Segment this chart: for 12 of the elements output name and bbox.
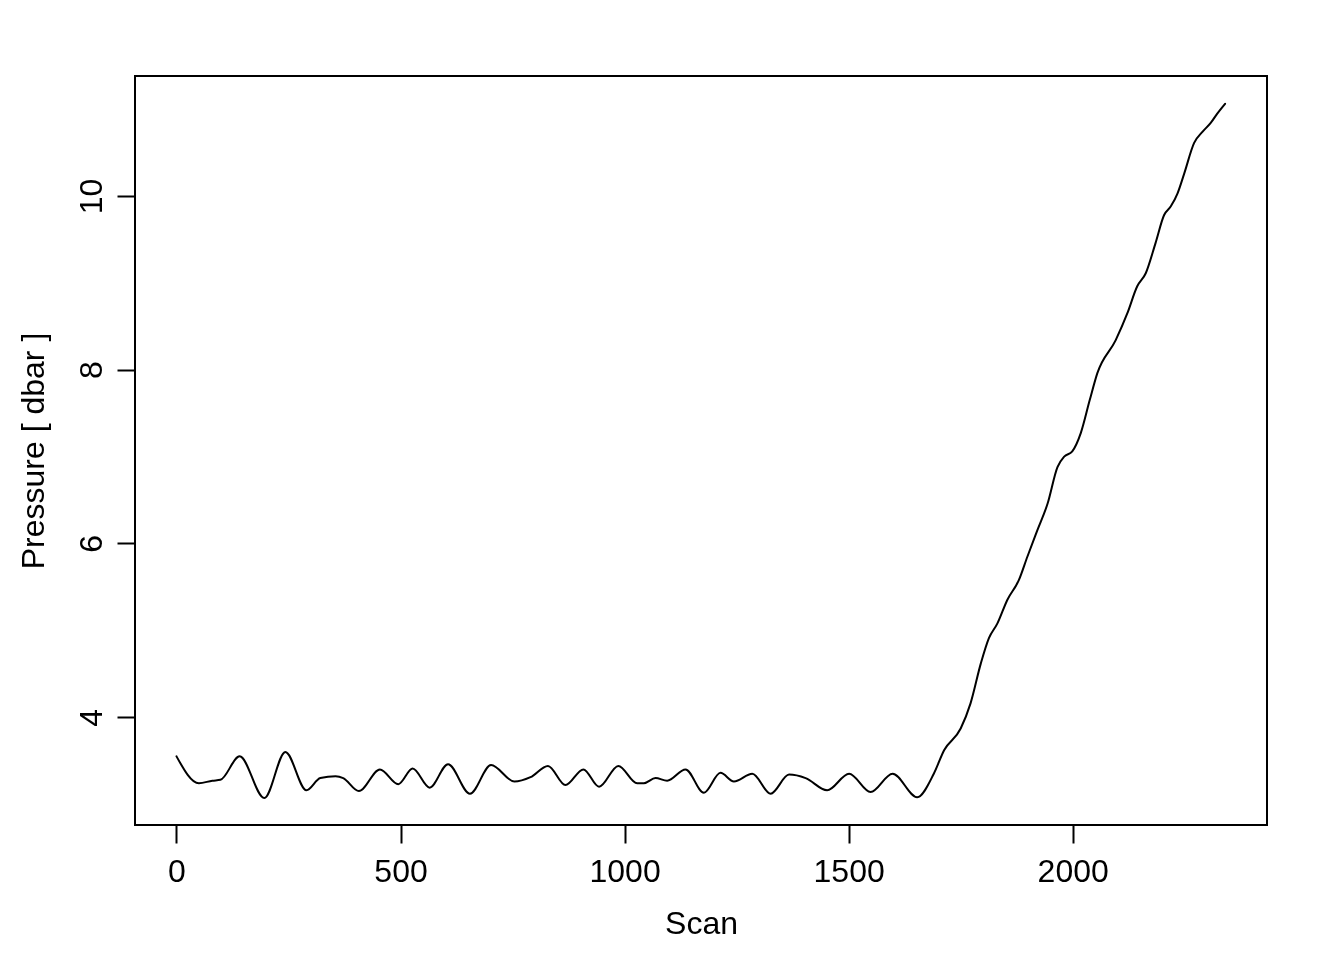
x-tick-label: 0 — [168, 852, 186, 889]
x-tick-label: 500 — [374, 852, 428, 889]
x-tick-label: 1000 — [589, 852, 661, 889]
y-tick-label: 8 — [72, 361, 109, 380]
x-axis-title: Scan — [665, 904, 738, 941]
y-tick-label: 4 — [72, 708, 109, 727]
y-tick-label: 6 — [72, 535, 109, 553]
line-series — [175, 102, 1227, 800]
y-axis-title: Pressure [ dbar ] — [14, 332, 51, 570]
y-tick-label: 10 — [72, 178, 109, 215]
x-tick-label: 1500 — [813, 852, 885, 889]
x-tick-label: 2000 — [1037, 852, 1109, 889]
